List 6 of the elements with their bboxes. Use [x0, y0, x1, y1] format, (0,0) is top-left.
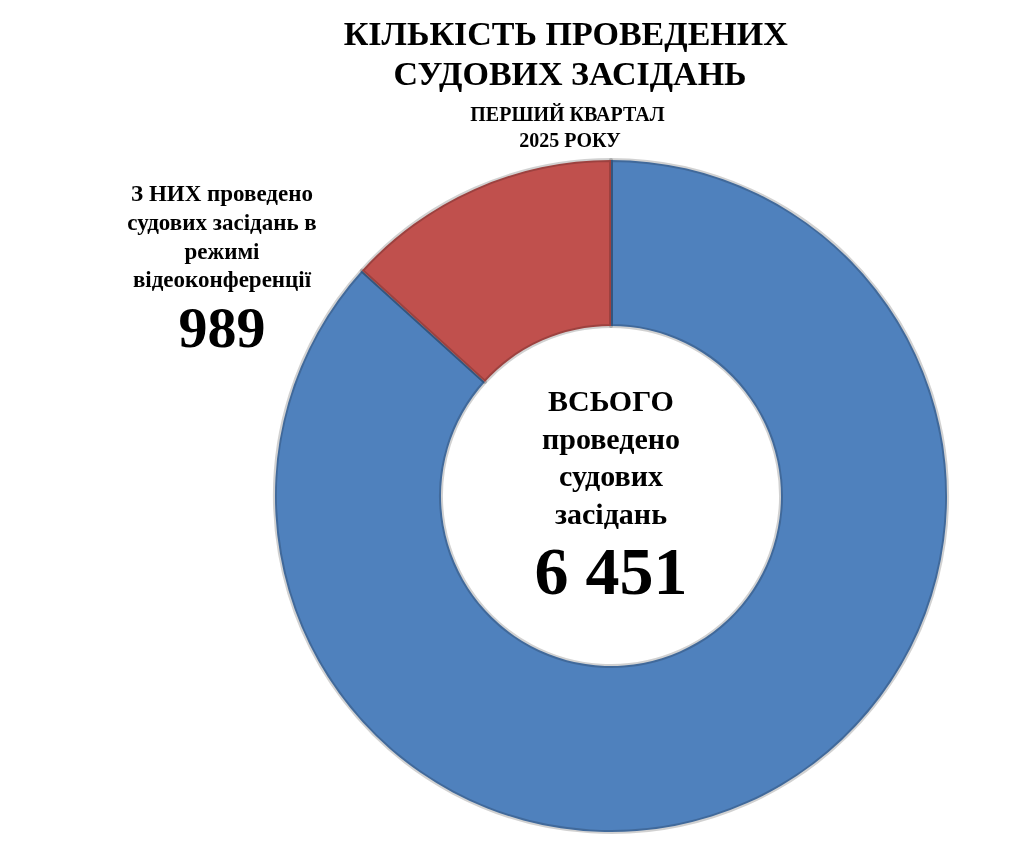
- chart-subtitle: ПЕРШИЙ КВАРТАЛ 2025 РОКУ: [470, 103, 670, 151]
- chart-title: КІЛЬКІСТЬ ПРОВЕДЕНИХ СУДОВИХ ЗАСІДАНЬ: [343, 14, 797, 92]
- data-label: 989: [178, 295, 266, 360]
- data-label: 6 451: [534, 533, 688, 609]
- slice-label: З НИХ проведено судових засідань в режимі відеоконференції: [127, 181, 317, 293]
- slice-label: ВСЬОГО проведено судових засідань: [541, 384, 681, 530]
